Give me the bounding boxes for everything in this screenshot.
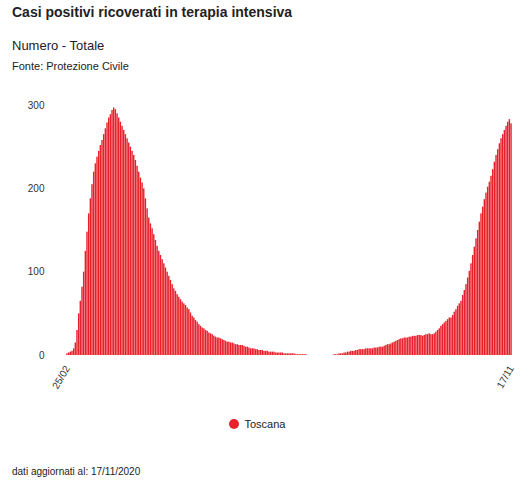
svg-text:0: 0 xyxy=(39,350,45,361)
svg-text:25/02: 25/02 xyxy=(50,363,72,391)
svg-text:200: 200 xyxy=(28,183,45,194)
html-text:dati aggiornati al: 17/11/2020: dati aggiornati al: 17/11/2020 xyxy=(12,466,141,477)
html-text:Numero - Totale: Numero - Totale xyxy=(12,38,105,53)
svg-text:17/11: 17/11 xyxy=(494,363,516,390)
html-text:Fonte: Protezione Civile: Fonte: Protezione Civile xyxy=(12,60,129,72)
html-text:Casi positivi ricoverati in te: Casi positivi ricoverati in terapia inte… xyxy=(12,4,293,20)
html-text:Toscana: Toscana xyxy=(244,418,286,430)
svg-text:300: 300 xyxy=(28,100,45,111)
svg-text:100: 100 xyxy=(28,266,45,277)
